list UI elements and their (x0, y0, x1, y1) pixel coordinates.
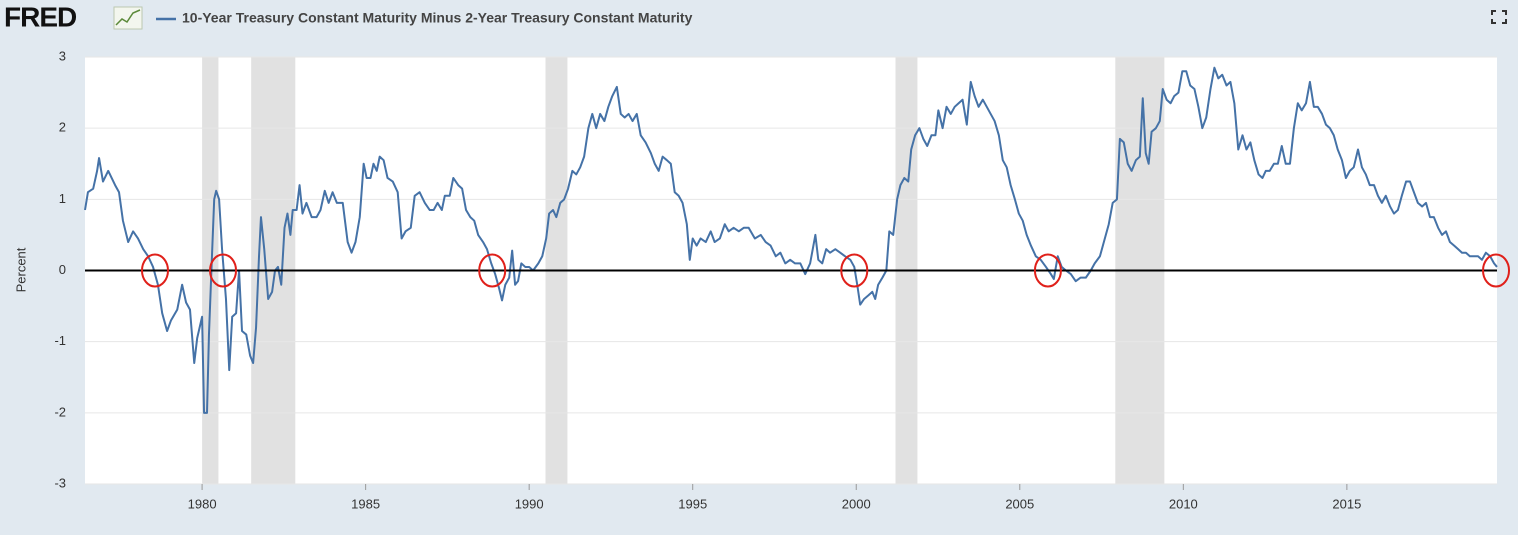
y-tick-label: 3 (59, 48, 66, 63)
highlight-circle (140, 253, 169, 288)
x-tick-label: 1990 (515, 496, 544, 511)
logo-icon (113, 6, 143, 30)
x-tick-label: 1980 (188, 496, 217, 511)
legend-label: 10-Year Treasury Constant Maturity Minus… (182, 10, 693, 26)
y-tick-label: -1 (54, 333, 66, 348)
fullscreen-icon[interactable] (1491, 10, 1507, 24)
logo: FRED (4, 1, 77, 32)
y-tick-label: -2 (54, 404, 66, 419)
x-tick-label: 1985 (351, 496, 380, 511)
y-axis-label: Percent (13, 247, 28, 292)
x-tick-label: 1995 (678, 496, 707, 511)
y-tick-label: 0 (59, 262, 66, 277)
y-tick-label: 1 (59, 191, 66, 206)
highlight-circle (478, 253, 507, 288)
x-tick-label: 2010 (1169, 496, 1198, 511)
x-tick-label: 2000 (842, 496, 871, 511)
highlight-circle (1033, 253, 1062, 288)
series-line (84, 66, 1498, 414)
x-tick-label: 2015 (1332, 496, 1361, 511)
x-tick-label: 2005 (1005, 496, 1034, 511)
highlight-circle (1482, 253, 1511, 288)
highlight-circle (840, 253, 869, 288)
y-tick-label: 2 (59, 120, 66, 135)
y-tick-label: -3 (54, 475, 66, 490)
highlight-circle (209, 253, 238, 288)
